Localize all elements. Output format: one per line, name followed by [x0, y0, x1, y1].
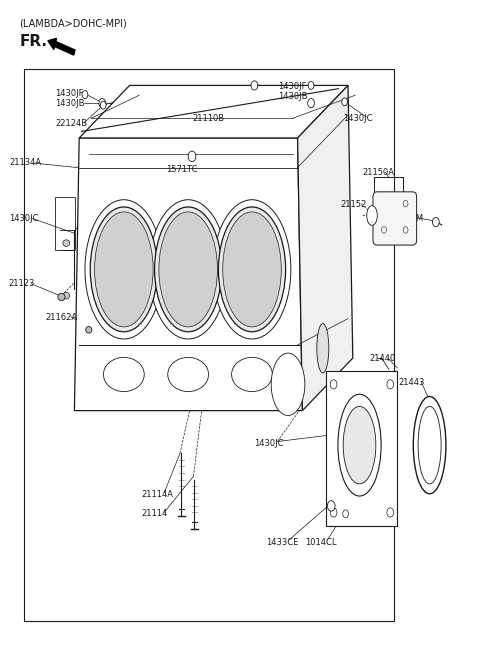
Ellipse shape — [231, 357, 272, 392]
Ellipse shape — [95, 212, 153, 327]
Text: 21440: 21440 — [370, 353, 396, 363]
Ellipse shape — [104, 357, 144, 392]
Circle shape — [330, 508, 337, 517]
Text: 1430JF: 1430JF — [278, 82, 307, 91]
Ellipse shape — [63, 292, 70, 299]
Ellipse shape — [58, 293, 65, 301]
Circle shape — [188, 151, 196, 162]
Ellipse shape — [85, 200, 163, 339]
Ellipse shape — [85, 327, 92, 333]
Polygon shape — [326, 371, 397, 526]
Ellipse shape — [367, 206, 377, 225]
Text: 21162A: 21162A — [46, 313, 78, 323]
Text: 1430JC: 1430JC — [343, 114, 372, 123]
Polygon shape — [79, 85, 348, 138]
Text: 1430JF: 1430JF — [55, 89, 84, 98]
Ellipse shape — [218, 207, 286, 332]
Text: 22124B: 22124B — [55, 119, 87, 128]
Text: 21134A: 21134A — [10, 158, 42, 168]
Circle shape — [327, 501, 335, 511]
Ellipse shape — [159, 212, 217, 327]
Text: 1571TC: 1571TC — [166, 165, 197, 174]
Text: 1430JC: 1430JC — [254, 439, 284, 448]
Text: 21123: 21123 — [9, 279, 35, 288]
Text: 1430JC: 1430JC — [9, 214, 38, 223]
Circle shape — [387, 508, 394, 517]
Text: 21150A: 21150A — [362, 168, 395, 177]
Circle shape — [82, 91, 88, 99]
Ellipse shape — [338, 394, 381, 496]
Ellipse shape — [223, 212, 281, 327]
Text: 1014CL: 1014CL — [305, 537, 336, 547]
Bar — [24, 69, 394, 621]
Text: 21114: 21114 — [142, 509, 168, 518]
Text: FR.: FR. — [19, 34, 47, 49]
Text: (LAMBDA>DOHC-MPI): (LAMBDA>DOHC-MPI) — [19, 18, 127, 28]
Text: 1433CE: 1433CE — [266, 537, 299, 547]
Ellipse shape — [271, 353, 305, 416]
Circle shape — [251, 81, 258, 90]
Text: 1014CM: 1014CM — [389, 214, 423, 223]
Text: 1430JB: 1430JB — [55, 99, 84, 108]
Circle shape — [342, 98, 348, 106]
Circle shape — [387, 380, 394, 389]
Circle shape — [343, 510, 348, 518]
Ellipse shape — [149, 200, 227, 339]
Ellipse shape — [418, 406, 441, 484]
FancyBboxPatch shape — [373, 192, 417, 245]
Circle shape — [308, 81, 314, 89]
Text: 21114A: 21114A — [142, 489, 174, 499]
Ellipse shape — [213, 200, 291, 339]
Ellipse shape — [63, 240, 70, 246]
Circle shape — [432, 217, 439, 227]
Polygon shape — [74, 138, 302, 411]
FancyArrow shape — [48, 38, 75, 55]
Ellipse shape — [343, 406, 376, 484]
Text: 21152: 21152 — [341, 200, 367, 210]
Circle shape — [330, 380, 337, 389]
Ellipse shape — [90, 207, 157, 332]
Ellipse shape — [168, 357, 208, 392]
Text: 1430JB: 1430JB — [278, 92, 308, 101]
Ellipse shape — [155, 207, 222, 332]
Ellipse shape — [317, 324, 329, 373]
Text: 21110B: 21110B — [192, 114, 224, 123]
Circle shape — [99, 99, 106, 108]
Circle shape — [100, 101, 106, 109]
Circle shape — [308, 99, 314, 108]
Polygon shape — [298, 85, 353, 411]
Ellipse shape — [413, 397, 446, 494]
Text: 21443: 21443 — [398, 378, 425, 387]
